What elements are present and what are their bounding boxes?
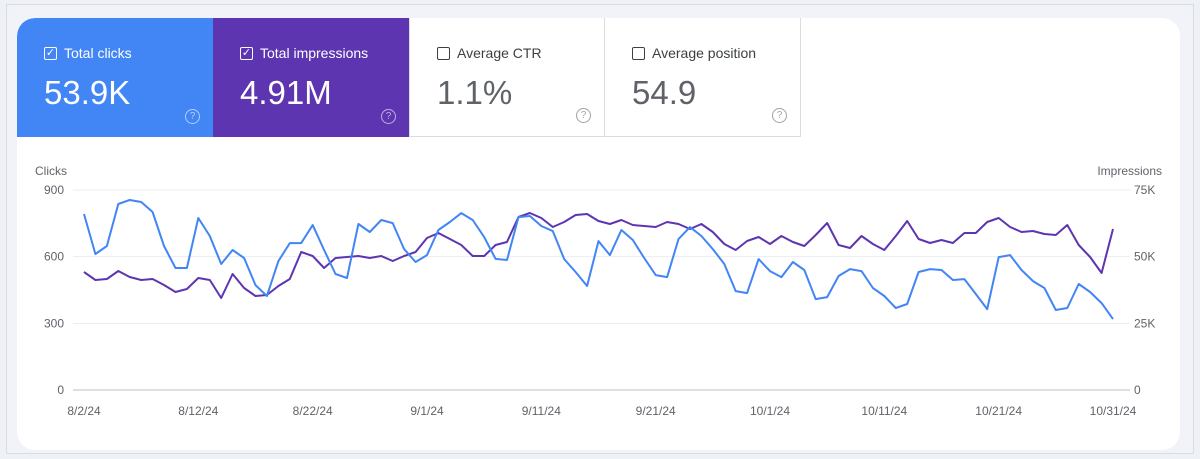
help-circle-icon[interactable]: ? <box>576 108 591 123</box>
y-tick-left: 600 <box>44 250 64 264</box>
metric-label: Average CTR <box>457 45 542 61</box>
y-axis-left-label: Clicks <box>35 164 67 178</box>
metric-average-position[interactable]: Average position 54.9 ? <box>605 18 801 137</box>
metric-value: 54.9 <box>632 74 697 111</box>
help-circle-icon[interactable]: ? <box>185 109 200 124</box>
y-tick-left: 900 <box>44 183 64 197</box>
checkbox-unchecked-icon[interactable] <box>632 46 645 60</box>
y-tick-right: 50K <box>1134 250 1155 264</box>
x-tick: 8/2/24 <box>67 404 101 418</box>
x-tick: 9/1/24 <box>410 404 444 418</box>
x-tick: 10/11/24 <box>861 404 907 418</box>
performance-card: ✓ Total clicks 53.9K ? ✓ Total impressions… <box>17 18 1180 450</box>
y-tick-left: 0 <box>57 383 64 397</box>
y-tick-left: 300 <box>44 316 64 330</box>
x-tick: 9/11/24 <box>522 404 561 418</box>
metric-total-impressions[interactable]: ✓ Total impressions 4.91M ? <box>213 18 409 137</box>
x-tick: 8/12/24 <box>178 404 218 418</box>
checkbox-checked-icon[interactable]: ✓ <box>240 46 253 60</box>
metric-average-ctr[interactable]: Average CTR 1.1% ? <box>409 18 605 137</box>
help-circle-icon[interactable]: ? <box>381 109 396 124</box>
metric-value: 4.91M <box>240 74 332 111</box>
x-tick: 10/21/24 <box>975 404 1022 418</box>
checkbox-unchecked-icon[interactable] <box>437 46 450 60</box>
x-tick: 10/1/24 <box>750 404 790 418</box>
help-circle-icon[interactable]: ? <box>772 108 787 123</box>
checkbox-checked-icon[interactable]: ✓ <box>44 46 57 60</box>
y-tick-right: 0 <box>1134 383 1141 397</box>
y-tick-right: 25K <box>1134 316 1155 330</box>
metric-value: 53.9K <box>44 74 131 111</box>
series-line-clicks <box>83 199 1114 320</box>
y-axis-right-label: Impressions <box>1097 164 1162 178</box>
metric-label: Total impressions <box>260 45 369 61</box>
series-line-impressions <box>83 212 1114 299</box>
metric-label: Total clicks <box>64 45 132 61</box>
metric-label: Average position <box>652 45 757 61</box>
x-tick: 8/22/24 <box>293 404 333 418</box>
y-tick-right: 75K <box>1134 183 1155 197</box>
x-tick: 9/21/24 <box>636 404 676 418</box>
metric-value: 1.1% <box>437 74 513 111</box>
metric-total-clicks[interactable]: ✓ Total clicks 53.9K ? <box>17 18 213 137</box>
x-tick: 10/31/24 <box>1090 404 1137 418</box>
